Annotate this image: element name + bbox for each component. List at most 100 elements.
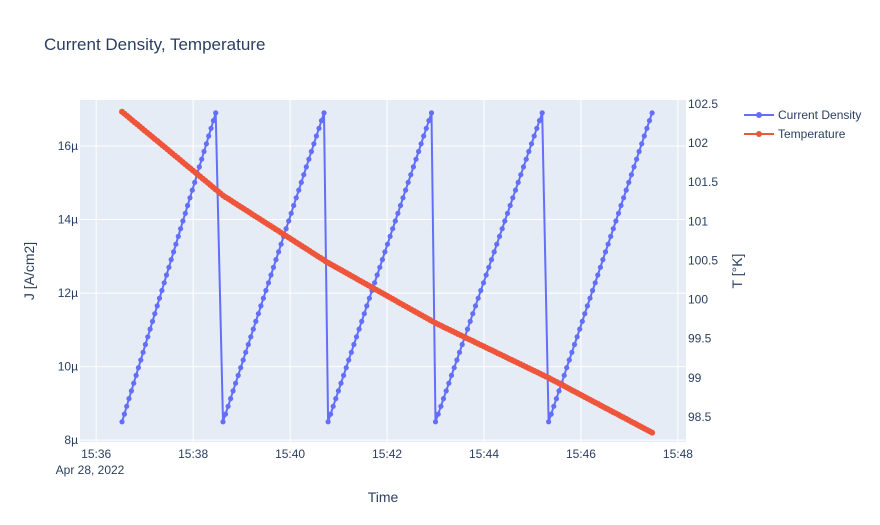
- current-density-point: [520, 164, 527, 170]
- current-density-point: [410, 164, 416, 170]
- current-density-point: [161, 280, 167, 286]
- current-density-point: [639, 141, 645, 147]
- current-density-point: [548, 411, 554, 417]
- current-density-point: [288, 210, 294, 216]
- current-density-point: [515, 179, 521, 185]
- current-density-point: [213, 110, 219, 116]
- current-density-point: [403, 187, 409, 193]
- current-density-point: [395, 210, 401, 216]
- current-density-point: [303, 164, 309, 170]
- legend-item-current-density[interactable]: Current Density: [744, 108, 861, 122]
- current-density-point: [446, 380, 452, 386]
- current-density-point: [147, 326, 153, 332]
- current-density-point: [556, 388, 562, 394]
- current-density-point: [566, 357, 572, 363]
- current-density-point: [283, 226, 289, 232]
- current-density-point: [175, 233, 181, 239]
- current-density-point: [243, 349, 249, 355]
- current-density-point: [382, 249, 388, 255]
- current-density-point: [321, 110, 327, 116]
- legend-item-temperature[interactable]: Temperature: [744, 127, 846, 141]
- current-density-point: [602, 249, 609, 255]
- current-density-point: [311, 141, 317, 147]
- current-density-point: [228, 396, 234, 402]
- current-density-point: [418, 141, 424, 147]
- current-density-point: [253, 318, 259, 324]
- current-density-point: [276, 249, 282, 255]
- current-density-point: [346, 357, 352, 363]
- current-density-point: [222, 411, 229, 417]
- current-density-point: [518, 172, 524, 178]
- current-density-point: [494, 241, 500, 247]
- temperature-point: [649, 429, 656, 436]
- current-density-point: [156, 295, 163, 301]
- current-density-point: [159, 287, 165, 294]
- current-density-point: [201, 148, 207, 155]
- current-density-point: [472, 303, 479, 309]
- current-density-point: [644, 125, 650, 131]
- legend-label-temperature: Temperature: [778, 127, 846, 141]
- current-density-point: [138, 357, 144, 363]
- current-density-point: [618, 202, 624, 209]
- current-density-point: [435, 411, 441, 417]
- current-density-point: [293, 195, 299, 201]
- current-density-point: [333, 396, 339, 402]
- x-tick-label: 15:42: [372, 447, 402, 461]
- x-date-label: Apr 28, 2022: [56, 463, 125, 477]
- current-density-point: [626, 179, 632, 185]
- current-density-point: [459, 341, 465, 348]
- current-density-point: [149, 318, 156, 324]
- current-density-point: [440, 396, 447, 402]
- legend-marker-temperature: [756, 131, 762, 137]
- current-density-point: [551, 403, 557, 409]
- current-density-point: [413, 156, 419, 162]
- current-density-point: [480, 280, 487, 286]
- current-density-point: [408, 172, 414, 178]
- current-density-point: [338, 380, 344, 386]
- y2-tick-label: 98.5: [688, 410, 712, 424]
- current-density-point: [387, 233, 393, 239]
- current-density-point: [351, 341, 357, 348]
- current-density-point: [185, 202, 191, 209]
- current-density-point: [564, 365, 570, 371]
- current-density-point: [192, 179, 198, 185]
- current-density-point: [248, 334, 254, 340]
- current-density-point: [245, 341, 251, 348]
- current-density-point: [539, 110, 545, 116]
- current-density-point: [196, 164, 202, 170]
- current-density-point: [133, 372, 139, 378]
- current-density-point: [613, 218, 619, 224]
- y2-tick-label: 99.5: [688, 332, 712, 346]
- y2-tick-label: 102: [688, 136, 708, 150]
- current-density-point: [634, 156, 640, 162]
- current-density-point: [343, 365, 349, 371]
- current-density-point: [416, 148, 422, 155]
- current-density-point: [199, 156, 205, 162]
- current-density-point: [180, 218, 186, 224]
- current-density-point: [464, 326, 471, 332]
- current-density-point: [119, 419, 125, 425]
- current-density-point: [392, 218, 398, 224]
- current-density-point: [470, 311, 476, 317]
- current-density-point: [641, 133, 647, 139]
- current-density-point: [496, 233, 503, 239]
- current-density-point: [298, 179, 304, 185]
- x-tick-label: 15:36: [81, 447, 111, 461]
- current-density-point: [438, 403, 444, 409]
- chart-title: Current Density, Temperature: [44, 35, 265, 54]
- current-density-point: [631, 164, 637, 170]
- current-density-point: [301, 172, 307, 178]
- x-tick-label: 15:48: [663, 447, 693, 461]
- current-density-point: [318, 118, 325, 124]
- current-density-point: [467, 318, 473, 324]
- current-density-point: [569, 349, 575, 355]
- y2-tick-label: 101: [688, 214, 708, 228]
- x-tick-label: 15:38: [178, 447, 208, 461]
- plot-background: [80, 100, 686, 442]
- current-density-point: [623, 187, 629, 193]
- current-density-point: [610, 226, 616, 232]
- current-density-point: [260, 295, 266, 301]
- current-density-point: [649, 110, 655, 116]
- current-density-point: [308, 148, 314, 155]
- current-density-point: [561, 372, 567, 378]
